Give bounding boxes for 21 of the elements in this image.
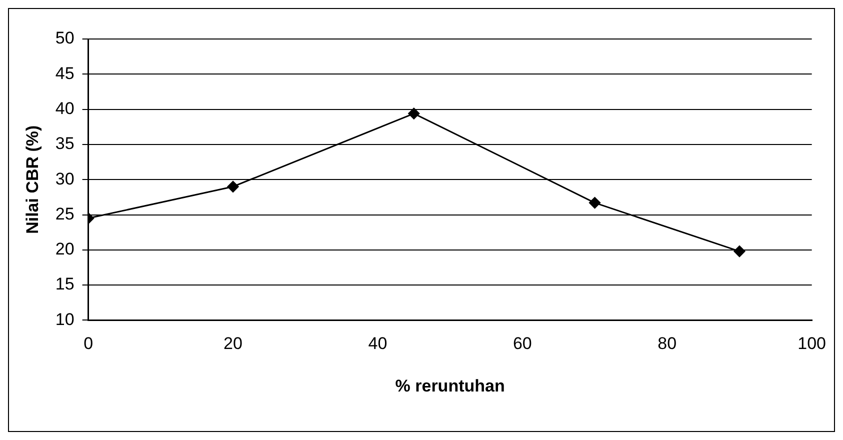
point bbox=[589, 197, 601, 209]
x-tick-label: 20 bbox=[224, 334, 242, 354]
x-tick-label: 100 bbox=[798, 334, 826, 354]
point bbox=[227, 180, 239, 192]
y-tick-label: 45 bbox=[55, 64, 74, 83]
x-tick-label: 60 bbox=[512, 334, 532, 354]
point bbox=[408, 108, 420, 120]
y-tick-label: 15 bbox=[55, 274, 74, 294]
y-tick-label: 20 bbox=[55, 240, 74, 259]
x-tick-label: 80 bbox=[658, 334, 677, 354]
y-tick-label: 50 bbox=[55, 28, 74, 48]
point bbox=[734, 246, 746, 258]
x-axis-title: % reruntuhan bbox=[395, 376, 505, 396]
y-axis-title: Nilai CBR (%) bbox=[22, 125, 42, 234]
y-tick-label: 40 bbox=[55, 98, 74, 118]
y-tick-label: 10 bbox=[55, 310, 74, 329]
y-tick-label: 25 bbox=[55, 204, 74, 224]
x-tick-label: 40 bbox=[368, 334, 388, 354]
y-tick-label: 35 bbox=[55, 134, 74, 154]
y-tick-label: 30 bbox=[55, 169, 74, 188]
x-tick-label: 0 bbox=[84, 334, 94, 354]
